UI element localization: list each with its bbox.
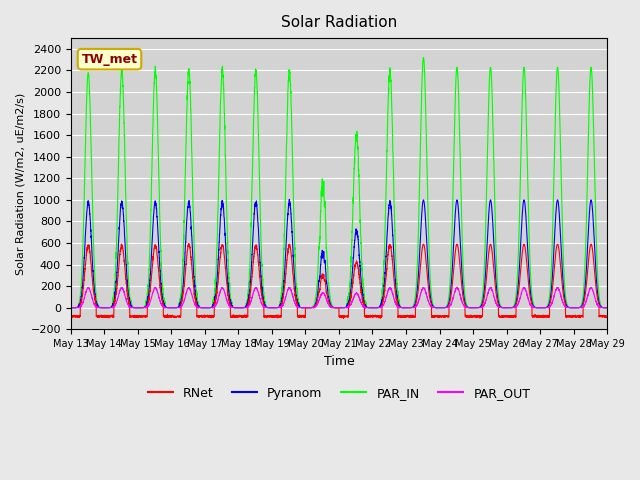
RNet [67,312,75,318]
PAR_IN [526,264,534,270]
Pyranom [359,291,367,297]
Pyranom [67,305,75,311]
PAR_IN [486,67,494,73]
Line: PAR_IN: PAR_IN [71,58,607,308]
Text: TW_met: TW_met [81,53,138,66]
PAR_OUT [604,305,611,311]
PAR_IN [359,279,367,285]
RNet [604,313,611,319]
RNet [359,300,367,305]
Pyranom [486,198,494,204]
PAR_OUT [513,303,520,309]
PAR_OUT [67,305,75,311]
PAR_IN [388,90,396,96]
RNet [340,316,348,322]
PAR_OUT [453,284,461,290]
Legend: RNet, Pyranom, PAR_IN, PAR_OUT: RNet, Pyranom, PAR_IN, PAR_OUT [143,382,535,405]
Title: Solar Radiation: Solar Radiation [281,15,397,30]
PAR_IN [513,290,520,296]
RNet [486,242,494,248]
RNet [185,240,193,246]
PAR_OUT [388,287,396,292]
PAR_IN [67,305,75,311]
RNet [513,300,520,306]
Pyranom [285,196,293,202]
PAR_OUT [359,302,367,308]
Pyranom [526,287,534,292]
Line: PAR_OUT: PAR_OUT [71,287,607,308]
RNet [388,250,396,256]
PAR_OUT [526,301,534,307]
X-axis label: Time: Time [324,355,355,368]
RNet [527,295,534,300]
RNet [178,297,186,303]
Pyranom [388,212,396,217]
Line: Pyranom: Pyranom [71,199,607,308]
Pyranom [178,292,186,298]
Y-axis label: Solar Radiation (W/m2, uE/m2/s): Solar Radiation (W/m2, uE/m2/s) [15,93,25,275]
PAR_OUT [178,303,186,309]
PAR_IN [420,55,428,60]
Line: RNet: RNet [71,243,607,319]
Pyranom [604,305,611,311]
Pyranom [513,298,520,304]
PAR_OUT [486,286,494,291]
PAR_IN [604,305,611,311]
PAR_IN [178,276,186,282]
